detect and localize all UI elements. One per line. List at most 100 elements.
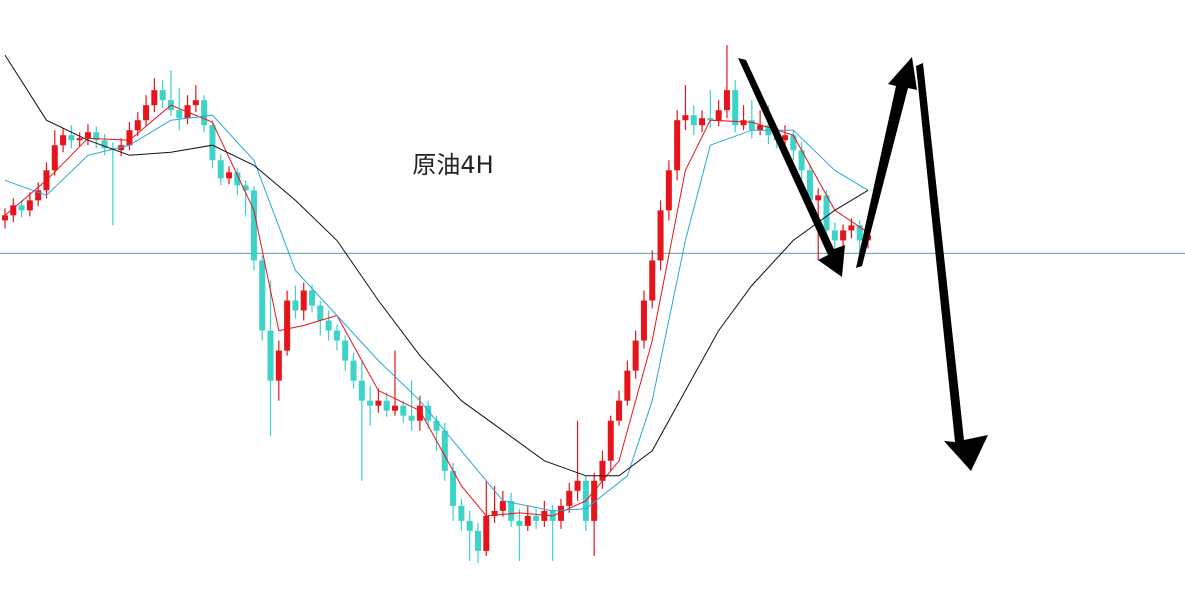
candle-body (450, 470, 457, 506)
candle-body (649, 260, 656, 301)
candle-body (848, 225, 855, 231)
candle-body (300, 290, 307, 311)
candle-body (416, 405, 423, 421)
arrow (738, 58, 845, 277)
candle-body (491, 510, 498, 516)
candle-body (557, 505, 564, 521)
candle-body (118, 145, 125, 151)
candle-body (815, 195, 822, 201)
candle-body (524, 515, 531, 526)
candle-body (342, 340, 349, 361)
candle-body (674, 120, 681, 171)
candle-body (499, 500, 506, 511)
candle-body (192, 100, 199, 106)
candle-body (134, 120, 141, 131)
candle-body (732, 90, 739, 126)
candle-body (68, 135, 75, 141)
candle-body (798, 150, 805, 171)
candle-body (275, 350, 282, 381)
candle-body (441, 430, 448, 471)
candle-body (209, 125, 216, 161)
candle-body (250, 190, 257, 261)
candle-body (234, 172, 241, 186)
candle-body (51, 145, 58, 171)
candle-body (699, 118, 706, 126)
plot-area (0, 45, 1185, 563)
candle-body (367, 400, 374, 406)
candle-body (541, 510, 548, 521)
candle-body (723, 90, 730, 111)
candle-body (782, 135, 789, 141)
candle-body (60, 135, 67, 146)
candle-body (483, 515, 490, 551)
candle-body (607, 420, 614, 461)
candle-body (425, 405, 432, 421)
candle-body (35, 190, 42, 201)
candle-body (806, 170, 813, 201)
candle-body (715, 110, 722, 121)
candle-body (201, 100, 208, 126)
candle-body (707, 118, 714, 121)
candle-body (392, 405, 398, 411)
candle-body (400, 405, 407, 416)
candle-body (217, 160, 224, 179)
candle-body (624, 370, 631, 401)
candle-body (690, 115, 697, 126)
candle-body (159, 90, 166, 101)
candle-body (591, 480, 598, 521)
candle-body (358, 380, 365, 401)
candle-body (856, 225, 863, 241)
candle-body (333, 330, 340, 341)
candle-body (76, 138, 83, 141)
candle-body (823, 195, 830, 231)
candle-body (26, 200, 33, 211)
candle-body (574, 480, 581, 491)
candle-body (84, 132, 91, 139)
candle-body (226, 172, 233, 179)
candle-body (267, 330, 274, 381)
chart-title: 原油4H (412, 151, 493, 179)
candle-body (640, 300, 647, 341)
candle-body (516, 520, 523, 526)
candle-body (433, 420, 440, 431)
candle-body (840, 230, 847, 241)
candle-body (533, 515, 540, 521)
candle-body (375, 400, 382, 406)
candle-body (18, 205, 25, 211)
candle-body (599, 460, 606, 481)
candle-body (10, 205, 17, 216)
candle-body (325, 320, 332, 331)
candle-body (292, 300, 299, 311)
candle-body (757, 125, 764, 131)
candle-body (383, 400, 390, 411)
candle-body (458, 505, 465, 521)
moving-average-line (4, 54, 869, 477)
candle-body (93, 132, 100, 141)
candle-body (101, 140, 108, 149)
candle-body (242, 185, 249, 191)
candle-body (790, 135, 797, 151)
moving-average-line (4, 104, 869, 517)
candle-body (176, 110, 183, 119)
candle-body (259, 260, 266, 331)
moving-average-line (4, 114, 869, 512)
candle-body (474, 530, 481, 551)
candle-body (616, 400, 623, 421)
candle-body (151, 90, 158, 106)
candle-body (317, 305, 324, 321)
candle-body (466, 520, 473, 531)
candle-body (143, 105, 150, 121)
candle-body (632, 340, 639, 371)
candle-body (408, 415, 415, 421)
candle-body (665, 170, 672, 211)
candle-body (831, 230, 838, 241)
candle-body (284, 300, 291, 351)
candle-body (657, 210, 664, 261)
candle-body (508, 500, 515, 521)
candle-body (740, 120, 747, 126)
candle-body (682, 115, 689, 121)
arrow (916, 63, 988, 471)
candle-body (126, 130, 133, 146)
